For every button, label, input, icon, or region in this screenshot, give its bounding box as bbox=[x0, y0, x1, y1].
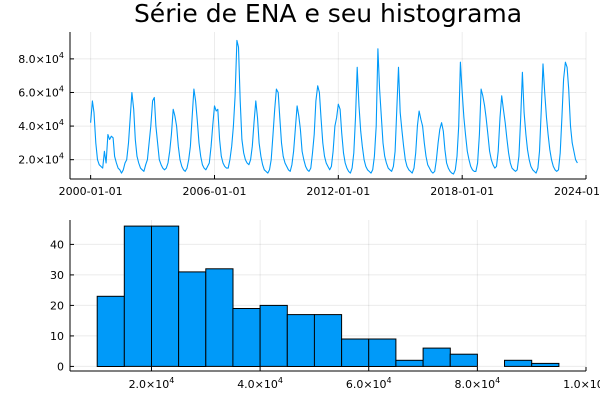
y-tick-label: 2.0×104 bbox=[18, 152, 64, 167]
x-tick-label: 2024-01-01 bbox=[554, 185, 600, 198]
histogram-bar bbox=[422, 347, 451, 367]
histogram-bar bbox=[504, 359, 533, 367]
histogram-bar bbox=[368, 338, 397, 367]
y-tick-label: 4.0×104 bbox=[18, 118, 64, 133]
x-tick-label: 2000-01-01 bbox=[59, 185, 123, 198]
histogram-bar bbox=[341, 338, 370, 367]
histogram-bar bbox=[151, 225, 180, 367]
histogram-bar bbox=[531, 362, 560, 367]
y-tick-label: 8.0×104 bbox=[18, 51, 64, 66]
histogram-bar bbox=[313, 314, 343, 368]
y-tick-label: 0 bbox=[57, 360, 64, 373]
ena-histogram-plot: 0 10 20 30 40 2.0×104 4.0×104 6.0×104 8.0×104 1.0… bbox=[50, 220, 600, 391]
histogram-bar bbox=[286, 314, 315, 368]
histogram-bar bbox=[395, 359, 424, 367]
ena-time-series-plot: 2.0×104 4.0×104 6.0×104 8.0×104 2000-01-01 20… bbox=[18, 32, 600, 198]
ena-series-line bbox=[90, 39, 578, 175]
x-tick-label: 1.0×105 bbox=[563, 376, 600, 391]
x-tick-label: 2006-01-01 bbox=[183, 185, 247, 198]
histogram-bar bbox=[123, 225, 153, 367]
histogram-bar bbox=[205, 268, 234, 367]
y-tick-label: 30 bbox=[50, 269, 64, 282]
histogram-bar bbox=[449, 353, 478, 367]
x-tick-label: 2012-01-01 bbox=[306, 185, 370, 198]
x-tick-label: 6.0×104 bbox=[346, 376, 392, 391]
histogram-bar bbox=[259, 304, 288, 367]
x-tick-label: 4.0×104 bbox=[237, 376, 283, 391]
y-tick-label: 40 bbox=[50, 238, 64, 251]
x-tick-label: 2.0×104 bbox=[129, 376, 175, 391]
x-tick-label: 8.0×104 bbox=[454, 376, 500, 391]
y-tick-label: 6.0×104 bbox=[18, 84, 64, 99]
histogram-bar bbox=[232, 308, 261, 367]
chart-title: Série de ENA e seu histograma bbox=[134, 0, 522, 28]
y-tick-label: 10 bbox=[50, 330, 64, 343]
y-tick-label: 20 bbox=[50, 299, 64, 312]
x-tick-label: 2018-01-01 bbox=[430, 185, 494, 198]
histogram-bar bbox=[178, 271, 207, 367]
histogram-bar bbox=[96, 295, 125, 367]
